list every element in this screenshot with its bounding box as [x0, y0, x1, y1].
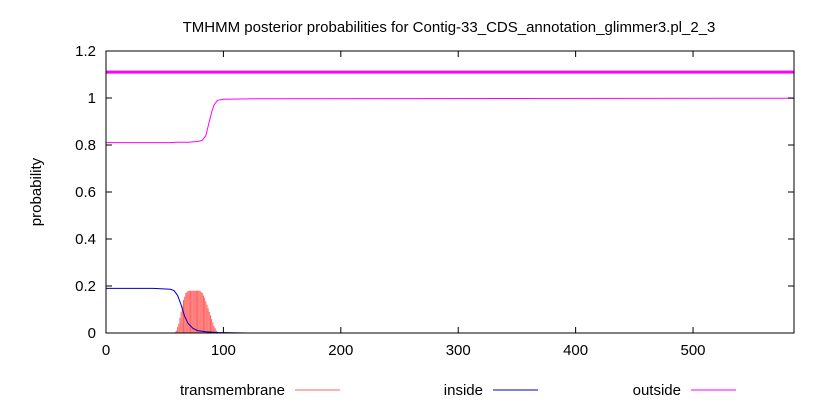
y-tick-label: 1: [88, 90, 96, 107]
y-tick-label: 0.2: [75, 278, 96, 295]
series-line-outside: [106, 97, 795, 144]
y-tick-label: 1.2: [75, 43, 96, 60]
legend-item-inside: inside: [444, 382, 538, 399]
series-transmembrane: [174, 290, 219, 333]
legend-item-outside: outside: [633, 382, 736, 399]
chart-title: TMHMM posterior probabilities for Contig…: [183, 19, 716, 36]
legend-label: outside: [633, 382, 681, 399]
plot-area: [105, 50, 795, 334]
x-tick-label: 100: [211, 342, 236, 359]
axis-ticks: 0 0.2 0.4 0.6 0.8 1 1.2 0 100 200 300 400 500: [75, 43, 794, 359]
y-tick-label: 0.4: [75, 231, 96, 248]
x-tick-label: 300: [446, 342, 471, 359]
y-axis-label: probability: [28, 157, 45, 226]
legend-label: transmembrane: [180, 382, 285, 399]
x-tick-label: 500: [681, 342, 706, 359]
x-tick-label: 200: [328, 342, 353, 359]
x-tick-label: 400: [563, 342, 588, 359]
legend-item-transmembrane: transmembrane: [180, 382, 340, 399]
x-tick-label: 0: [102, 342, 110, 359]
y-tick-label: 0: [88, 325, 96, 342]
series-line-inside: [106, 287, 794, 334]
y-tick-label: 0.6: [75, 184, 96, 201]
legend: transmembrane inside outside: [180, 382, 736, 399]
plot-frame: [105, 50, 795, 334]
legend-label: inside: [444, 382, 483, 399]
y-tick-label: 0.8: [75, 137, 96, 154]
